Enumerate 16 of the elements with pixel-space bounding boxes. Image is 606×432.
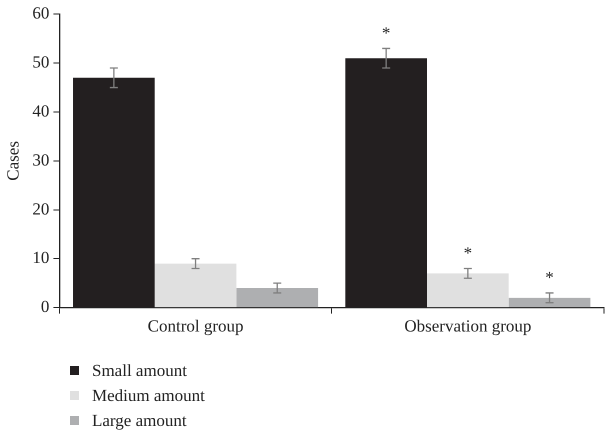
legend-label: Small amount [92,360,187,380]
y-axis-title: Cases [4,141,23,181]
annotation: * [545,268,554,287]
y-tick-label: 60 [32,4,50,23]
y-tick-label: 20 [32,199,50,218]
legend-label: Large amount [92,410,187,430]
y-tick-label: 10 [32,248,50,268]
x-tick-label: Observation group [404,316,532,336]
y-tick-label: 0 [40,297,50,316]
y-tick-label: 40 [32,101,50,120]
x-tick-label: Control group [148,316,244,336]
y-tick-label: 30 [32,150,50,170]
annotation: * [464,243,472,262]
legend-label: Medium amount [92,386,205,406]
annotation: * [382,23,390,42]
y-tick-label: 50 [32,52,50,72]
